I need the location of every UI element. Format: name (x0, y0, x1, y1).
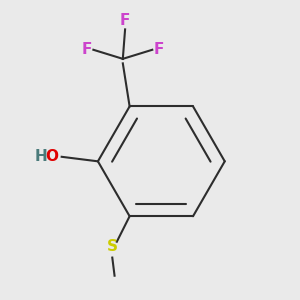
Text: F: F (82, 42, 92, 57)
Text: O: O (45, 149, 58, 164)
Text: H: H (35, 149, 48, 164)
Text: S: S (107, 239, 118, 254)
Text: F: F (153, 42, 164, 57)
Text: F: F (120, 13, 130, 28)
